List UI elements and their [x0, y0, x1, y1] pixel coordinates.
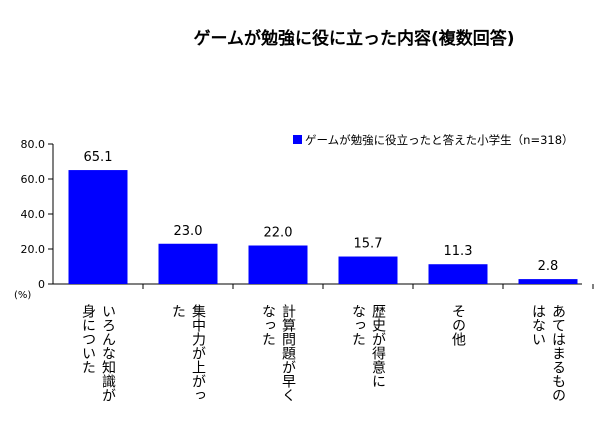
category-label: はない [530, 304, 546, 346]
y-tick-label: 0 [38, 278, 45, 291]
chart-title: ゲームが勉強に役に立った内容(複数回答) [193, 28, 514, 49]
legend-label: ゲームが勉強に役立ったと答えた小学生（n=318） [305, 133, 574, 147]
category-label: いろんな知識が [100, 304, 116, 402]
y-axis-unit-label: (%) [14, 290, 31, 301]
bar [158, 243, 218, 284]
category-label: あてはまるもの [550, 304, 566, 402]
category-labels: いろんな知識が身についた 集中力が上がった 計算問題が早くなった 歴史が得意になったそ… [80, 303, 566, 402]
data-labels: 65.1 23.0 22.0 15.7 11.3 2.8 [84, 150, 559, 274]
legend-swatch [293, 135, 302, 144]
bar [338, 256, 398, 284]
data-label: 23.0 [174, 224, 203, 239]
category-label: 計算問題が早く [280, 304, 296, 402]
y-ticks: 0 20.0 40.0 60.0 80.0 [21, 138, 53, 291]
y-tick-label: 80.0 [21, 138, 46, 151]
data-label: 15.7 [354, 237, 383, 252]
category-label: 身についた [80, 304, 96, 374]
bar [248, 245, 308, 284]
data-label: 22.0 [264, 226, 293, 241]
y-tick-label: 20.0 [21, 243, 46, 256]
category-label: 歴史が得意に [370, 304, 386, 388]
y-tick-label: 40.0 [21, 208, 46, 221]
category-label: 集中力が上がっ [190, 303, 206, 402]
category-label: なった [350, 304, 366, 346]
legend: ゲームが勉強に役立ったと答えた小学生（n=318） [293, 133, 574, 147]
category-label: その他 [450, 304, 466, 347]
bar [518, 279, 578, 284]
category-label: なった [260, 304, 276, 346]
bar [68, 170, 128, 284]
data-label: 11.3 [444, 244, 473, 259]
y-tick-label: 60.0 [21, 173, 46, 186]
data-label: 65.1 [84, 150, 113, 165]
data-label: 2.8 [538, 259, 559, 274]
category-label: た [170, 304, 186, 318]
bars [68, 170, 594, 289]
bar [428, 264, 488, 284]
